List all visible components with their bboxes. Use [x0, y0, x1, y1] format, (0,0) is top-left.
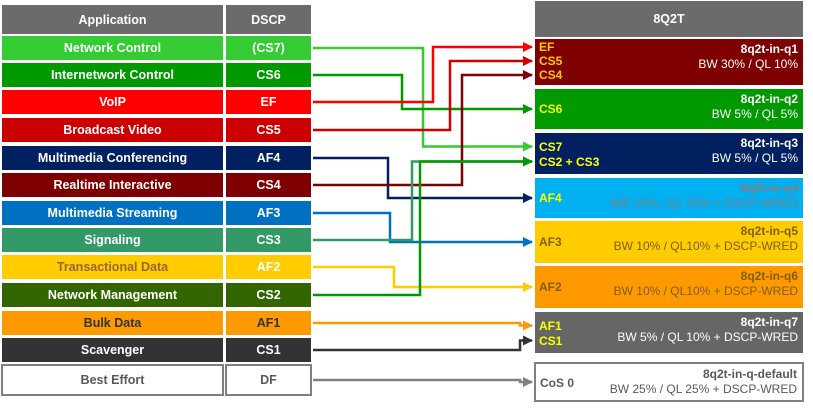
dscp-cell-af4: AF4	[225, 145, 312, 171]
queue-class-label: AF1	[539, 318, 562, 333]
dscp-cell-cs6: CS6	[225, 62, 312, 88]
queue-description: BW 30% / QL 10%	[698, 57, 798, 71]
arrow-cs4-to-cs4	[313, 70, 533, 187]
arrow-af3-to-af3	[313, 211, 533, 247]
app-cell-scavenger: Scavenger	[1, 337, 224, 363]
arrow-cs6-to-cs6	[313, 73, 533, 114]
dscp-cell-cs1: CS1	[225, 337, 312, 363]
queue-description: BW 10% / QL 25% + DSCP-WRED	[610, 196, 798, 210]
queue-class-label: CS1	[539, 333, 563, 348]
queue-class-label: CS2 + CS3	[539, 154, 600, 169]
queue-8q2t-in-q3: 8q2t-in-q3 BW 5% / QL 5% CS7 CS2 + CS3	[534, 132, 804, 175]
queue-class-label: AF2	[539, 280, 562, 294]
app-cell-network-management: Network Management	[1, 282, 224, 308]
dscp-cell-df: DF	[225, 364, 312, 396]
queue-name: 8q2t-in-q3	[740, 136, 798, 150]
queue-class-label: AF4	[539, 191, 562, 205]
queue-name: 8q2t-in-q1	[740, 42, 798, 56]
dscp-cell-af1: AF1	[225, 310, 312, 336]
queue-class-label: CoS 0	[540, 376, 575, 390]
application-header: Application	[1, 4, 224, 35]
queue-description: BW 25% / QL 25% + DSCP-WRED	[609, 382, 797, 396]
app-cell-multimedia-conferencing: Multimedia Conferencing	[1, 145, 224, 171]
queue-name: 8q2t-in-q5	[740, 224, 798, 238]
queue-class-label: CS5	[539, 54, 563, 68]
queue-name: 8q2t-in-q4	[740, 181, 798, 195]
dscp-cell-af3: AF3	[225, 200, 312, 226]
queue-class-label: AF3	[539, 235, 562, 249]
arrow-ef-to-ef	[313, 42, 533, 104]
dscp-cell-af2: AF2	[225, 254, 312, 280]
queue-description: BW 5% / QL 5%	[711, 151, 798, 165]
app-cell-internetwork-control: Internetwork Control	[1, 62, 224, 88]
queue-8q2t-in-q6: 8q2t-in-q6 BW 10% / QL10% + DSCP-WRED AF2	[534, 265, 804, 309]
arrow-af1-to-af1	[313, 320, 533, 331]
dscp-cell-cs5: CS5	[225, 117, 312, 143]
arrow-cs2-to-cs2-cs3	[313, 156, 533, 297]
queue-class-label: CS7	[539, 139, 563, 154]
queue-name: 8q2t-in-q-default	[703, 367, 797, 381]
queue-8q2t-in-q1: 8q2t-in-q1 BW 30% / QL 10% EF CS5 CS4	[534, 38, 804, 86]
queue-class-label: EF	[539, 40, 555, 54]
arrow-cs7-to-cs7	[313, 46, 533, 152]
app-cell-transactional-data: Transactional Data	[1, 254, 224, 280]
queue-description: BW 10% / QL10% + DSCP-WRED	[613, 284, 798, 298]
app-cell-bulk-data: Bulk Data	[1, 310, 224, 336]
queue-description: BW 5% / QL 10% + DSCP-WRED	[617, 330, 798, 344]
dscp-header: DSCP	[225, 4, 312, 35]
queue-name: 8q2t-in-q2	[740, 92, 798, 106]
dscp-cell-cs3: CS3	[225, 227, 312, 253]
app-cell-broadcast-video: Broadcast Video	[1, 117, 224, 143]
app-cell-realtime-interactive: Realtime Interactive	[1, 172, 224, 198]
queue-description: BW 5% / QL 5%	[711, 107, 798, 121]
queue-class-label: CS4	[539, 68, 563, 82]
dscp-cell-cs7: (CS7)	[225, 35, 312, 61]
arrow-af4-to-af4	[313, 156, 533, 203]
queue-description: BW 10% / QL10% + DSCP-WRED	[613, 239, 798, 253]
arrow-cs3-to-cs2-cs3	[313, 156, 533, 242]
queue-8q2t-in-q5: 8q2t-in-q5 BW 10% / QL10% + DSCP-WRED AF3	[534, 220, 804, 264]
app-cell-signaling: Signaling	[1, 227, 224, 253]
queue-8q2t-in-q2: 8q2t-in-q2 BW 5% / QL 5% CS6	[534, 88, 804, 130]
dscp-cell-cs4: CS4	[225, 172, 312, 198]
queue-class-label: CS6	[539, 102, 563, 116]
arrow-cs5-to-cs5	[313, 56, 533, 132]
queue-header: 8Q2T	[534, 0, 804, 38]
arrow-af2-to-af2	[313, 265, 533, 292]
queue-8q2t-in-q4: 8q2t-in-q4 BW 10% / QL 25% + DSCP-WRED AF4	[534, 177, 804, 219]
arrow-cs1-to-cs1	[313, 335, 533, 352]
app-cell-voip: VoIP	[1, 89, 224, 115]
queue-8q2t-in-q7: 8q2t-in-q7 BW 5% / QL 10% + DSCP-WRED AF1 C…	[534, 311, 804, 354]
app-cell-best-effort: Best Effort	[1, 364, 224, 396]
queue-8q2t-in-q-default: 8q2t-in-q-default BW 25% / QL 25% + DSCP-…	[534, 362, 804, 402]
queue-name: 8q2t-in-q6	[740, 269, 798, 283]
arrow-df-to-cos-0	[313, 377, 533, 387]
app-cell-network-control: Network Control	[1, 35, 224, 61]
dscp-cell-cs2: CS2	[225, 282, 312, 308]
queue-name: 8q2t-in-q7	[740, 315, 798, 329]
dscp-cell-ef: EF	[225, 89, 312, 115]
app-cell-multimedia-streaming: Multimedia Streaming	[1, 200, 224, 226]
